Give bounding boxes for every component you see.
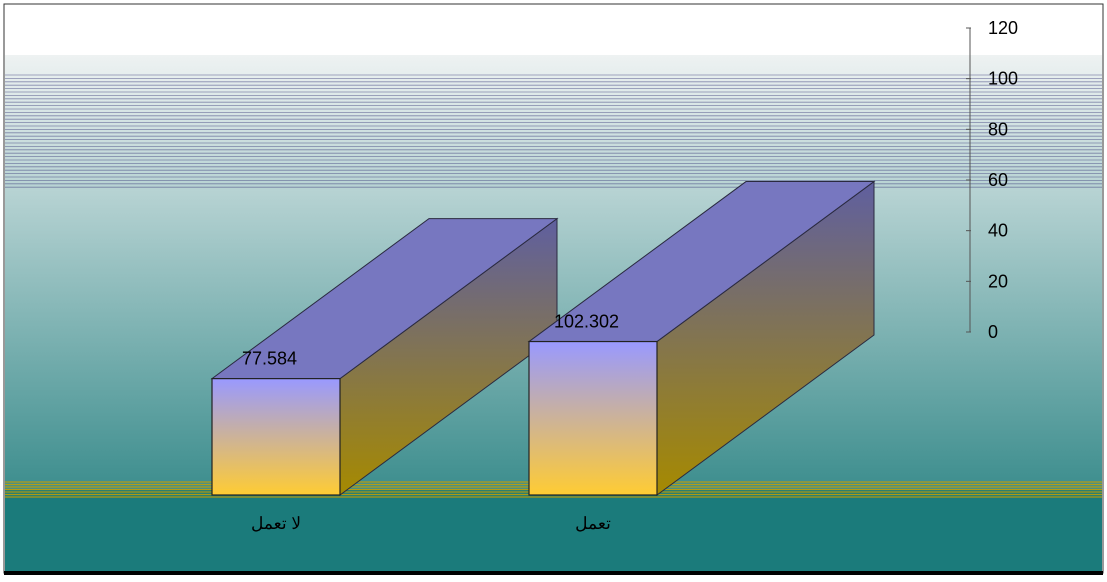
- gridlines: [5, 74, 1102, 188]
- bar-2: 102.302: [527, 180, 876, 496]
- y-tick-label: 20: [988, 271, 1008, 291]
- x-tick-label: تعمل: [575, 514, 611, 533]
- bar-front: [211, 378, 341, 496]
- y-tick-label: 100: [988, 69, 1018, 89]
- chart-floor: [5, 490, 1102, 575]
- y-tick-label: 120: [988, 18, 1018, 38]
- y-tick-label: 60: [988, 170, 1008, 190]
- bottom-edge: [4, 571, 1103, 575]
- data-label: 102.302: [554, 312, 619, 332]
- y-tick-label: 0: [988, 322, 998, 342]
- y-tick-label: 80: [988, 119, 1008, 139]
- y-axis: 0 20 40 60 80 100 120: [966, 18, 1018, 342]
- bar-front: [528, 340, 658, 496]
- bars: 77.584 102.302: [210, 180, 876, 496]
- x-axis-labels: لا تعمل تعمل: [251, 514, 611, 533]
- y-tick-label: 40: [988, 221, 1008, 241]
- x-tick-label: لا تعمل: [251, 514, 301, 533]
- bar-1: 77.584: [210, 217, 559, 496]
- data-label: 77.584: [242, 349, 297, 369]
